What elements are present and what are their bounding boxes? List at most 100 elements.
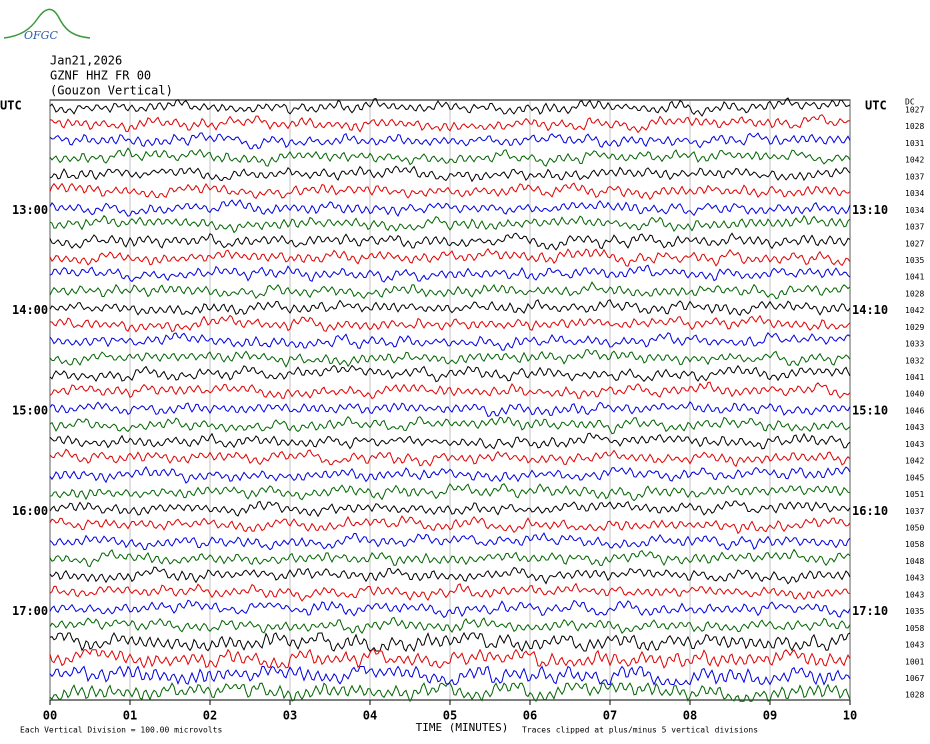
dc-label: 1001: [905, 657, 924, 666]
left-time-label: 13:00: [12, 203, 48, 217]
dc-label: 1058: [905, 624, 924, 633]
trace: [49, 532, 851, 551]
title-line: (Gouzon Vertical): [50, 84, 173, 98]
dc-label: 1031: [905, 139, 924, 148]
trace: [49, 114, 851, 134]
left-time-label: 15:00: [12, 403, 48, 417]
note: Each Vertical Division = 100.00 microvol…: [20, 726, 222, 735]
title-line: Jan21,2026: [50, 54, 122, 68]
right-time-label: 16:10: [852, 504, 888, 518]
trace: [49, 483, 851, 502]
x-tick-label: 02: [203, 709, 217, 723]
dc-label: 1041: [905, 273, 924, 282]
dc-label: 1037: [905, 507, 924, 516]
trace: [49, 281, 851, 300]
trace: [49, 682, 851, 703]
trace: [49, 132, 851, 150]
dc-label: 1027: [905, 106, 924, 115]
left-time-label: 17:00: [12, 604, 48, 618]
trace: [49, 448, 851, 468]
trace: [49, 548, 851, 568]
dc-label: 1043: [905, 423, 924, 432]
left-axis-label: UTC: [0, 99, 22, 113]
dc-label: 1042: [905, 156, 924, 165]
dc-label: 1041: [905, 373, 924, 382]
dc-label: 1037: [905, 223, 924, 232]
x-tick-label: 08: [683, 709, 697, 723]
trace: [49, 97, 851, 117]
trace: [49, 264, 851, 283]
dc-label: 1028: [905, 691, 924, 700]
x-tick-label: 09: [763, 709, 777, 723]
dc-label: 1028: [905, 289, 924, 298]
trace: [49, 599, 851, 619]
trace: [49, 214, 851, 234]
trace: [49, 299, 851, 316]
dc-label: 1027: [905, 239, 924, 248]
left-time-label: 16:00: [12, 504, 48, 518]
right-time-label: 15:10: [852, 403, 888, 417]
dc-label: 1043: [905, 440, 924, 449]
trace: [49, 165, 851, 183]
dc-label: 1034: [905, 189, 924, 198]
note: Traces clipped at plus/minus 5 vertical …: [522, 726, 758, 735]
logo-text: OFGC: [24, 29, 58, 42]
trace: [49, 147, 851, 167]
x-tick-label: 00: [43, 709, 57, 723]
trace: [49, 332, 851, 351]
left-time-label: 14:00: [12, 303, 48, 317]
dc-label: 1050: [905, 524, 924, 533]
dc-label: 1043: [905, 590, 924, 599]
x-tick-label: 01: [123, 709, 137, 723]
dc-label: 1043: [905, 574, 924, 583]
trace: [49, 314, 851, 333]
right-axis-label: UTC: [865, 99, 887, 113]
trace: [49, 401, 851, 418]
trace: [49, 232, 851, 251]
x-tick-label: 03: [283, 709, 297, 723]
dc-label: 1029: [905, 323, 924, 332]
trace: [49, 349, 851, 368]
trace: [49, 616, 851, 634]
trace: [49, 582, 851, 602]
trace: [49, 631, 851, 653]
dc-label: 1040: [905, 390, 924, 399]
dc-label: 1058: [905, 540, 924, 549]
trace: [49, 415, 851, 435]
x-tick-label: 10: [843, 709, 857, 723]
title-line: GZNF HHZ FR 00: [50, 69, 151, 83]
dc-label: 1028: [905, 122, 924, 131]
x-tick-label: 05: [443, 709, 457, 723]
trace: [49, 466, 851, 484]
trace: [49, 199, 851, 217]
dc-label: 1048: [905, 557, 924, 566]
trace: [49, 182, 851, 201]
dc-label: 1042: [905, 306, 924, 315]
trace: [49, 648, 851, 669]
dc-label: 1034: [905, 206, 924, 215]
trace: [49, 500, 851, 518]
dc-label: 1051: [905, 490, 924, 499]
trace: [49, 665, 851, 686]
right-header: DC: [905, 98, 915, 107]
x-tick-label: 06: [523, 709, 537, 723]
right-time-label: 13:10: [852, 203, 888, 217]
trace: [49, 364, 851, 383]
logo-curve: [3, 8, 91, 39]
dc-label: 1045: [905, 473, 924, 482]
dc-label: 1035: [905, 256, 924, 265]
dc-label: 1037: [905, 172, 924, 181]
trace: [49, 432, 851, 450]
logo: OFGC: [3, 8, 91, 42]
dc-label: 1035: [905, 607, 924, 616]
dc-label: 1046: [905, 406, 924, 415]
dc-label: 1033: [905, 340, 924, 349]
trace: [49, 381, 851, 400]
right-time-label: 17:10: [852, 604, 888, 618]
x-tick-label: 07: [603, 709, 617, 723]
dc-label: 1042: [905, 457, 924, 466]
trace: [49, 515, 851, 535]
x-axis-label: TIME (MINUTES): [416, 721, 509, 734]
right-time-label: 14:10: [852, 303, 888, 317]
